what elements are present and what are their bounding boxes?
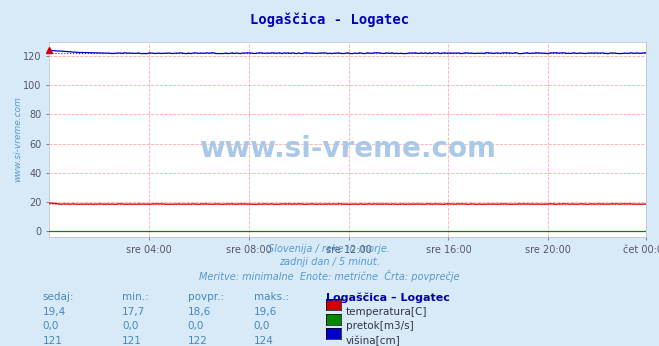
Y-axis label: www.si-vreme.com: www.si-vreme.com <box>13 96 22 182</box>
Text: pretok[m3/s]: pretok[m3/s] <box>346 321 414 331</box>
Text: zadnji dan / 5 minut.: zadnji dan / 5 minut. <box>279 257 380 267</box>
Text: 121: 121 <box>43 336 63 346</box>
Text: 19,6: 19,6 <box>254 307 277 317</box>
Text: 0,0: 0,0 <box>43 321 59 331</box>
Text: sedaj:: sedaj: <box>43 292 74 302</box>
Text: Logaščica - Logatec: Logaščica - Logatec <box>250 12 409 27</box>
Text: 0,0: 0,0 <box>122 321 138 331</box>
Text: min.:: min.: <box>122 292 149 302</box>
Text: Logaščica – Logatec: Logaščica – Logatec <box>326 292 450 303</box>
Text: 0,0: 0,0 <box>188 321 204 331</box>
Text: Slovenija / reke in morje.: Slovenija / reke in morje. <box>268 244 391 254</box>
Text: 124: 124 <box>254 336 273 346</box>
Text: 121: 121 <box>122 336 142 346</box>
Text: 19,4: 19,4 <box>43 307 66 317</box>
Text: www.si-vreme.com: www.si-vreme.com <box>199 135 496 163</box>
Text: 18,6: 18,6 <box>188 307 211 317</box>
Text: temperatura[C]: temperatura[C] <box>346 307 428 317</box>
Text: 17,7: 17,7 <box>122 307 145 317</box>
Text: višina[cm]: višina[cm] <box>346 336 401 346</box>
Text: maks.:: maks.: <box>254 292 289 302</box>
Text: povpr.:: povpr.: <box>188 292 224 302</box>
Text: 122: 122 <box>188 336 208 346</box>
Text: Meritve: minimalne  Enote: metrične  Črta: povprečje: Meritve: minimalne Enote: metrične Črta:… <box>199 270 460 282</box>
Text: 0,0: 0,0 <box>254 321 270 331</box>
